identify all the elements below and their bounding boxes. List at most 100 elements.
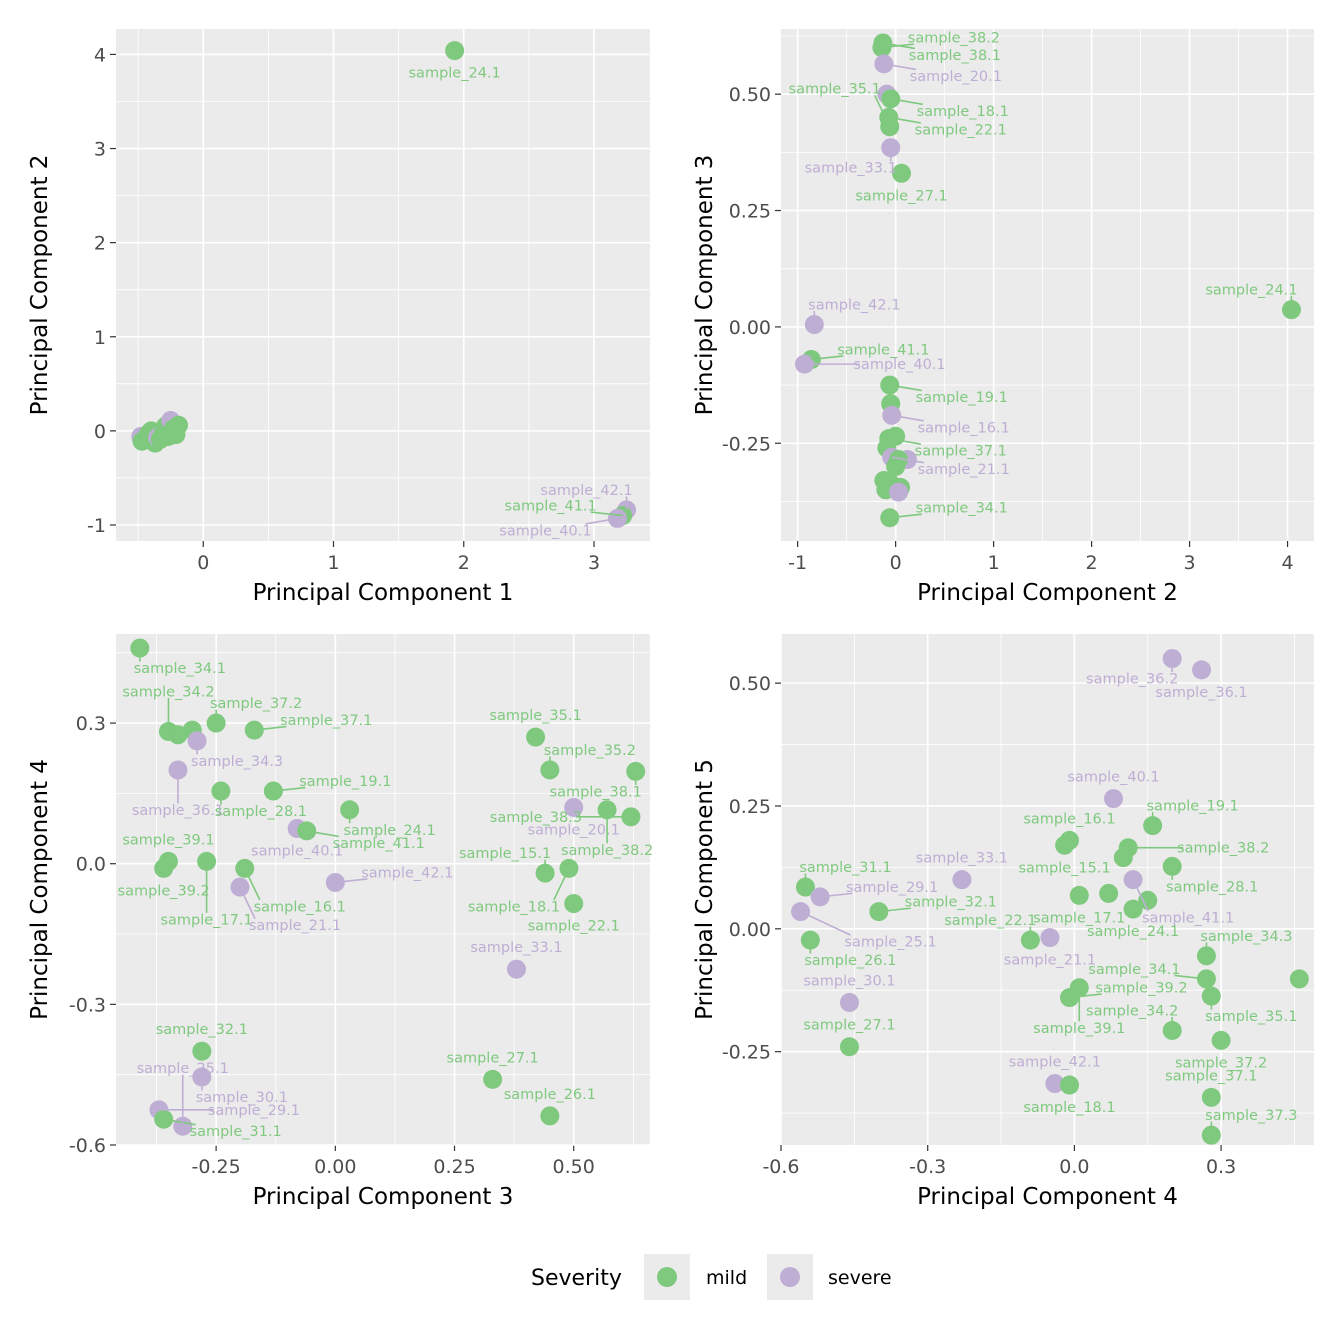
x-axis-title: Principal Component 2: [917, 580, 1178, 606]
label-connector: [883, 63, 917, 71]
point-label: sample_19.1: [916, 390, 1008, 406]
data-point-mild: [1123, 899, 1143, 919]
label-connector: [585, 517, 618, 525]
point-label: sample_18.1: [1023, 1100, 1115, 1116]
label-connector: [889, 513, 922, 519]
point-label: sample_16.1: [254, 899, 346, 915]
point-label: sample_17.1: [160, 912, 252, 928]
point-label: sample_42.1: [808, 298, 900, 314]
point-label: sample_15.1: [459, 846, 551, 862]
y-tick-label: 0.25: [729, 201, 771, 223]
label-connector: [254, 725, 287, 731]
point-label: sample_42.1: [1009, 1055, 1101, 1071]
x-tick-label: 1: [988, 552, 1000, 574]
data-point-mild: [892, 163, 912, 183]
point-label: sample_34.1: [1088, 962, 1180, 978]
point-label: sample_38.2: [1177, 841, 1269, 857]
label-connector: [889, 384, 922, 392]
y-tick-label: -0.3: [69, 994, 106, 1016]
point-label: sample_37.1: [915, 444, 1007, 460]
point-label: sample_38.2: [908, 31, 1000, 47]
label-connector: [244, 868, 261, 901]
y-tick-label: -0.6: [69, 1135, 106, 1157]
label-connector: [590, 511, 623, 517]
y-tick-label: 0.50: [729, 84, 771, 106]
point-label: sample_31.1: [799, 860, 891, 876]
point-label: sample_25.1: [137, 1061, 229, 1077]
data-point-mild: [564, 894, 584, 914]
point-label: sample_38.1: [550, 784, 642, 800]
point-label: sample_42.1: [361, 865, 453, 881]
point-label: sample_21.1: [249, 918, 341, 934]
point-label: sample_18.1: [468, 899, 560, 915]
y-axis-title: Principal Component 3: [692, 155, 718, 416]
y-tick-label: 0.00: [729, 317, 771, 339]
y-tick-label: 0: [94, 421, 106, 443]
panel-background: [781, 634, 1314, 1145]
point-label: sample_32.1: [905, 895, 997, 911]
point-label: sample_34.1: [134, 661, 226, 677]
point-label: sample_40.1: [251, 844, 343, 860]
data-point-mild: [526, 727, 546, 747]
label-connector: [306, 830, 339, 838]
data-point-mild: [483, 1069, 503, 1089]
point-label: sample_32.1: [156, 1022, 248, 1038]
label-connector: [1132, 879, 1149, 912]
data-point-mild: [1211, 1030, 1231, 1050]
x-tick-label: 0.3: [1206, 1156, 1236, 1178]
point-label: sample_28.1: [1166, 879, 1258, 895]
point-label: sample_24.1: [1087, 924, 1179, 940]
data-points: [131, 41, 637, 528]
data-point-severe: [507, 959, 526, 979]
point-label: sample_41.1: [1142, 911, 1234, 927]
data-point-severe: [874, 54, 894, 74]
label-connector: [163, 1118, 196, 1126]
y-tick-label: 3: [94, 139, 106, 161]
label-connector: [239, 886, 256, 920]
data-point-severe: [889, 482, 909, 502]
point-label: sample_29.1: [208, 1103, 300, 1119]
data-point-mild: [1138, 890, 1158, 910]
point-label: sample_34.3: [1200, 929, 1292, 945]
data-point-severe: [1040, 928, 1060, 948]
data-point-severe: [564, 797, 584, 817]
point-labels: sample_34.1 sample_34.2 sample_34.3 sample_…: [118, 648, 653, 1140]
label-connector: [878, 907, 911, 913]
data-point-mild: [540, 1106, 560, 1126]
label-connector: [890, 98, 923, 106]
point-label: sample_27.1: [855, 188, 947, 204]
point-label: sample_22.1: [528, 919, 620, 935]
y-axis-title: Principal Component 4: [27, 759, 53, 1020]
x-tick-label: 3: [1184, 552, 1196, 574]
y-axis-title: Principal Component 5: [692, 759, 718, 1020]
legend: Severity mild severe: [531, 1254, 892, 1300]
point-label: sample_18.1: [917, 104, 1009, 120]
label-connector: [888, 116, 921, 124]
scatter-panel-4: -0.6 -0.3 0.0 0.3 -0.25 0.00 0.25 0.50 Principal…: [692, 634, 1314, 1210]
x-tick-label: 0.0: [1059, 1156, 1089, 1178]
point-label: sample_21.1: [1004, 953, 1096, 969]
label-connector: [891, 456, 924, 464]
point-label: sample_29.1: [846, 880, 938, 896]
data-point-mild: [839, 1037, 859, 1057]
point-label: sample_33.1: [470, 940, 562, 956]
point-label: sample_41.1: [505, 499, 597, 515]
legend-label-severe: severe: [828, 1267, 892, 1289]
point-label: sample_38.1: [909, 48, 1001, 64]
point-label: sample_22.1: [915, 122, 1007, 138]
point-label: sample_34.2: [122, 685, 214, 701]
point-label: sample_36.1: [1155, 685, 1247, 701]
point-label: sample_37.2: [210, 696, 302, 712]
x-tick-label: 0: [197, 552, 209, 574]
label-connector: [873, 94, 891, 128]
point-label: sample_40.1: [1067, 770, 1159, 786]
scatter-panels: 0 1 2 3 -1 0 1 2 3 4 Principal Component 1 Principa…: [27, 29, 1314, 1210]
y-tick-label: 2: [94, 233, 106, 255]
point-label: sample_20.1: [910, 69, 1002, 85]
y-tick-label: 0.25: [729, 796, 771, 818]
x-tick-label: -0.25: [192, 1156, 241, 1178]
x-tick-label: 3: [588, 552, 600, 574]
point-label: sample_37.1: [1165, 1068, 1257, 1084]
